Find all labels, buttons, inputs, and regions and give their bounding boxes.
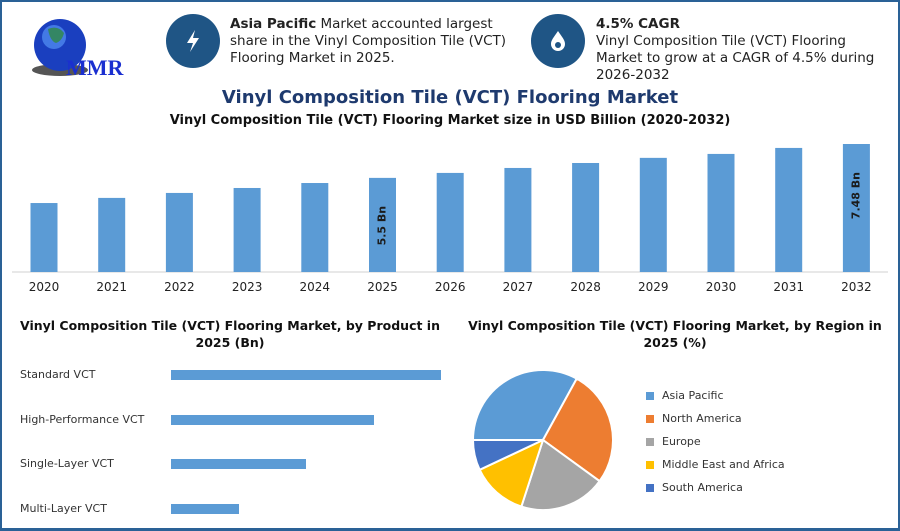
bar-multi-layer-vct — [171, 503, 239, 514]
legend-item: Europe — [646, 430, 785, 453]
bar-2021 — [98, 197, 126, 272]
flame-drop-icon — [531, 14, 585, 68]
data-label: 5.5 Bn — [376, 206, 389, 246]
pie-slice-asia-pacific — [471, 369, 579, 441]
pie-slice-south-america — [471, 439, 544, 472]
legend-swatch — [646, 483, 654, 492]
legend-item: Asia Pacific — [646, 384, 785, 407]
data-label: 7.48 Bn — [849, 172, 862, 219]
x-tick-label: 2031 — [773, 280, 804, 294]
legend-label: North America — [662, 412, 742, 425]
bar-2023 — [233, 187, 261, 272]
pie-slice-europe — [520, 438, 602, 511]
x-tick-label: 2029 — [638, 280, 669, 294]
bar-2022 — [165, 192, 193, 272]
bar-2029 — [639, 157, 667, 272]
pie-slice-north-america — [541, 377, 614, 483]
bar-2026 — [436, 172, 464, 272]
bar-single-layer-vct — [171, 459, 306, 469]
x-tick-label: 2027 — [503, 280, 534, 294]
main-title: Vinyl Composition Tile (VCT) Flooring Ma… — [221, 87, 679, 108]
x-tick-label: 2028 — [570, 280, 601, 294]
bar-2025 — [369, 177, 396, 272]
info-cagr: 4.5% CAGR Vinyl Composition Tile (VCT) Fl… — [596, 16, 875, 83]
bar-2020 — [30, 203, 58, 272]
region-pie-chart — [471, 369, 614, 511]
legend-swatch — [646, 460, 654, 469]
x-tick-label: 2020 — [29, 280, 60, 294]
pie-legend: Asia Pacific North America Europe Middle Ea… — [646, 384, 785, 499]
bar-2030 — [707, 153, 735, 272]
x-tick-label: 2022 — [164, 280, 195, 294]
category-label: High-Performance VCT — [20, 412, 145, 426]
x-tick-label: 2021 — [96, 280, 127, 294]
mmr-logo: MMR — [30, 15, 140, 85]
lightning-icon — [166, 14, 220, 68]
legend-item: Middle East and Africa — [646, 453, 785, 476]
legend-item: North America — [646, 407, 785, 430]
bar-2032 — [842, 144, 870, 272]
x-tick-label: 2032 — [841, 280, 872, 294]
x-tick-label: 2030 — [706, 280, 737, 294]
bar-2024 — [301, 183, 329, 272]
legend-label: Asia Pacific — [662, 389, 724, 402]
x-tick-label: 2023 — [232, 280, 263, 294]
bar-standard-vct — [171, 370, 441, 380]
bar-2031 — [775, 147, 803, 272]
region-chart-title: Vinyl Composition Tile (VCT) Flooring Ma… — [468, 318, 882, 350]
bar-2027 — [504, 167, 532, 272]
category-label: Single-Layer VCT — [20, 457, 114, 470]
bar-chart-subtitle: Vinyl Composition Tile (VCT) Flooring Ma… — [169, 113, 731, 128]
category-label: Multi-Layer VCT — [20, 501, 107, 515]
legend-label: Middle East and Africa — [662, 458, 785, 471]
category-label: Standard VCT — [20, 368, 96, 381]
market-size-bar-chart: 2020 2021 2022 2023 2024 2025 5.5 Bn 2026 2027 20… — [12, 144, 888, 294]
bar-2028 — [572, 162, 600, 272]
legend-swatch — [646, 391, 654, 400]
x-tick-label: 2026 — [435, 280, 466, 294]
legend-swatch — [646, 414, 654, 423]
product-chart-title: Vinyl Composition Tile (VCT) Flooring Ma… — [20, 318, 440, 350]
bar-high-performance-vct — [171, 414, 374, 425]
legend-label: Europe — [662, 435, 701, 448]
pie-slice-middle-east-and-africa — [478, 438, 545, 508]
svg-text:MMR: MMR — [66, 55, 125, 80]
legend-swatch — [646, 437, 654, 446]
x-tick-label: 2024 — [300, 280, 331, 294]
legend-item: South America — [646, 476, 785, 499]
x-tick-label: 2025 — [367, 280, 398, 294]
info-asia-pacific: Asia Pacific Market accounted largest sh… — [230, 16, 507, 66]
legend-label: South America — [662, 481, 743, 494]
